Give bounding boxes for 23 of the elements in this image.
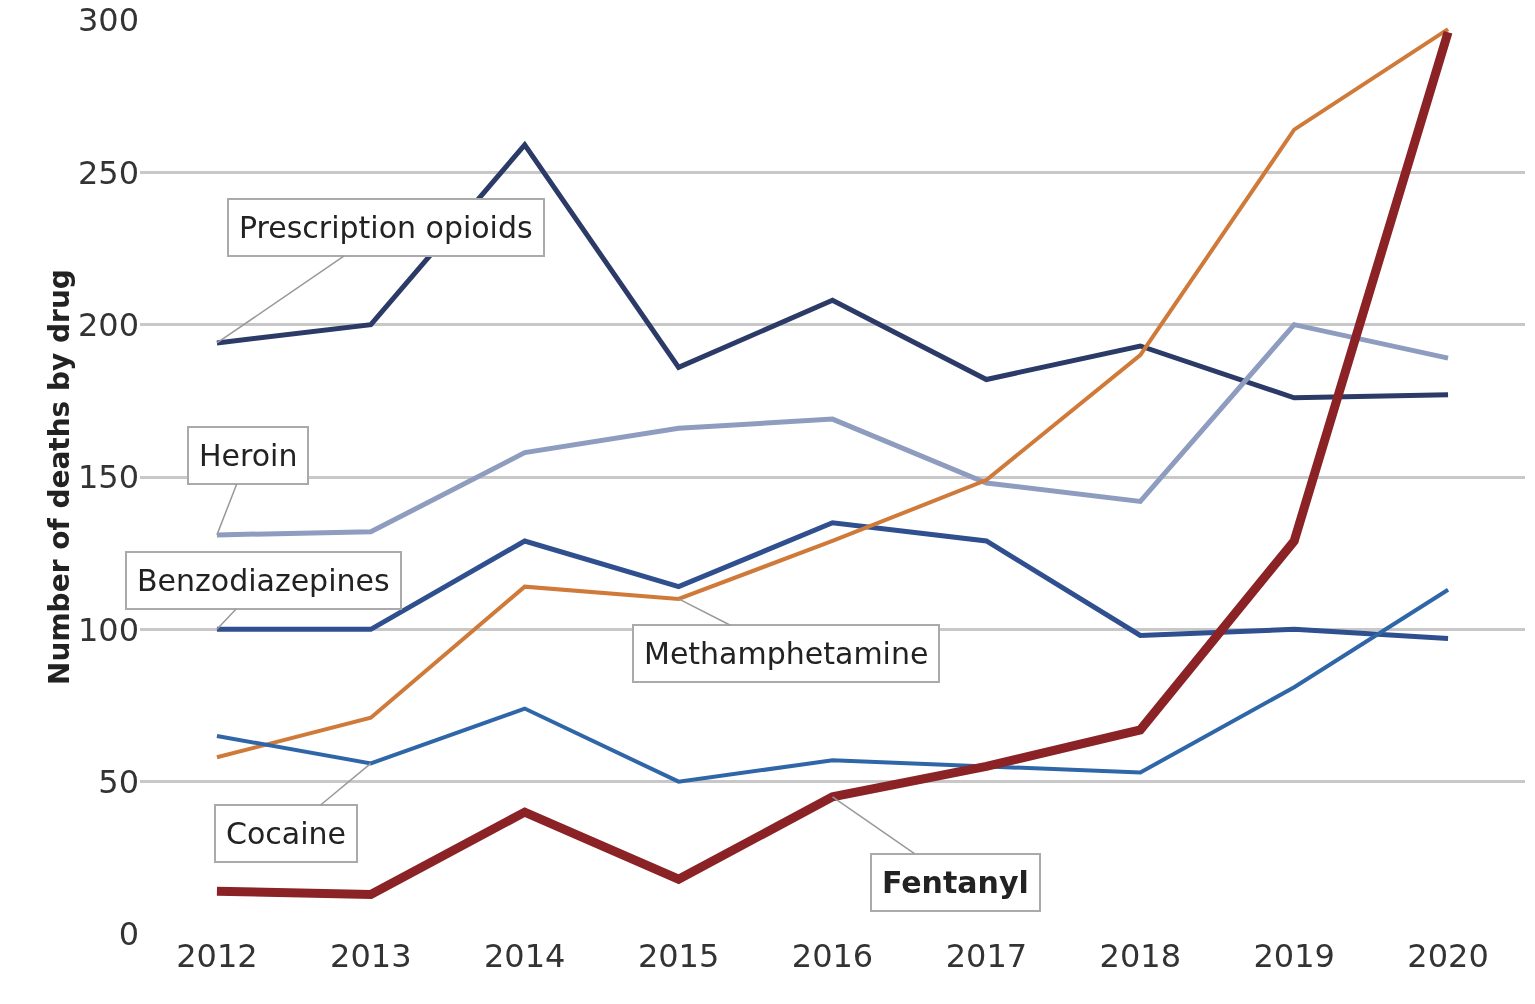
series-label: Prescription opioids <box>239 210 533 245</box>
y-tick-label: 300 <box>77 1 139 40</box>
x-tick-label: 2014 <box>484 937 566 975</box>
text: Heroin <box>199 438 298 473</box>
x-tick-label: 2016 <box>791 937 874 975</box>
x-tick-label: 2020 <box>1407 937 1489 975</box>
text: Fentanyl <box>882 865 1029 900</box>
x-tick-label: 2018 <box>1099 937 1181 975</box>
y-tick-label: 0 <box>118 915 139 954</box>
series-label: Benzodiazepines <box>137 563 390 598</box>
x-tick-label: 2013 <box>330 937 412 975</box>
y-tick-label: 150 <box>77 458 139 497</box>
x-tick-label: 2012 <box>176 937 258 975</box>
series-label: Cocaine <box>226 816 346 851</box>
y-tick-label: 200 <box>77 305 139 344</box>
y-tick-label: 50 <box>98 762 139 801</box>
y-tick-label: 100 <box>77 610 139 649</box>
x-tick-label: 2019 <box>1253 937 1335 975</box>
series-label: Methamphetamine <box>644 636 929 671</box>
x-tick-label: 2017 <box>945 937 1028 975</box>
x-tick-label: 2015 <box>637 937 720 975</box>
y-axis-title: Number of deaths by drug <box>42 269 76 685</box>
y-tick-label: 250 <box>77 153 139 192</box>
